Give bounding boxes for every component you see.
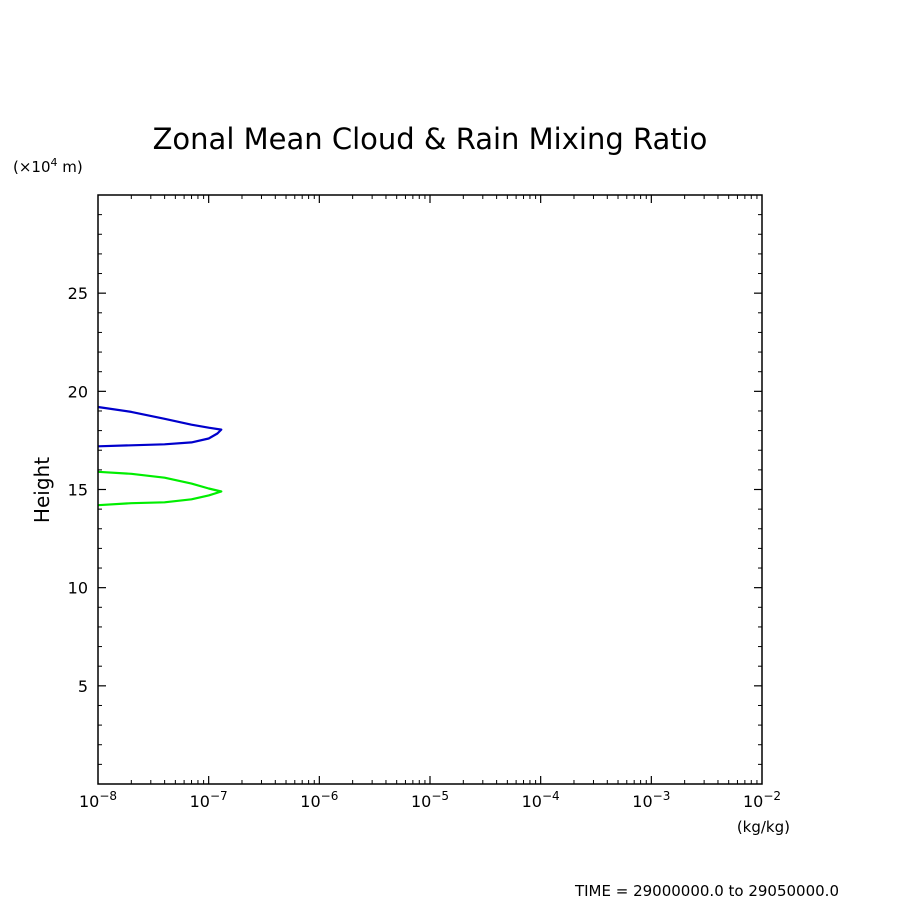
y-tick-label: 15 (68, 481, 88, 500)
x-tick-label: 10−8 (79, 789, 117, 811)
x-tick-label-exponent: −3 (653, 789, 671, 803)
x-tick-label: 10−3 (632, 789, 670, 811)
x-tick-label: 10−2 (743, 789, 781, 811)
x-tick-label: 10−6 (300, 789, 338, 811)
y-unit-exponent: 4 (51, 156, 58, 169)
x-tick-label-base: 10 (411, 792, 431, 811)
y-axis-label: Height (30, 457, 54, 523)
x-tick-label-base: 10 (743, 792, 763, 811)
y-tick-label: 10 (68, 579, 88, 598)
plot-frame (97, 194, 763, 785)
y-tick-label: 25 (68, 284, 88, 303)
x-tick-label-base: 10 (522, 792, 542, 811)
x-tick-label: 10−4 (522, 789, 560, 811)
x-tick-label: 10−7 (190, 789, 228, 811)
x-tick-label-exponent: −7 (210, 789, 228, 803)
x-tick-label-base: 10 (79, 792, 99, 811)
x-tick-label-exponent: −4 (542, 789, 560, 803)
x-tick-label-base: 10 (190, 792, 210, 811)
x-tick-label-exponent: −6 (321, 789, 339, 803)
time-range-label: TIME = 29000000.0 to 29050000.0 (574, 882, 839, 900)
x-axis-unit-label: (kg/kg) (737, 818, 790, 836)
x-tick-label-base: 10 (300, 792, 320, 811)
y-tick-label: 5 (78, 677, 88, 696)
series-line-2 (97, 470, 223, 507)
x-tick-label-exponent: −2 (763, 789, 781, 803)
y-unit-suffix: m) (58, 158, 83, 176)
y-unit-prefix: (×10 (13, 158, 51, 176)
series-line-1 (97, 405, 223, 448)
y-unit-label: (×104 m) (13, 156, 83, 176)
chart-title: Zonal Mean Cloud & Rain Mixing Ratio (153, 122, 708, 156)
x-tick-label: 10−5 (411, 789, 449, 811)
x-tick-label-exponent: −5 (431, 789, 449, 803)
x-tick-label-exponent: −8 (99, 789, 117, 803)
x-tick-label-base: 10 (632, 792, 652, 811)
y-tick-label: 20 (68, 382, 88, 401)
